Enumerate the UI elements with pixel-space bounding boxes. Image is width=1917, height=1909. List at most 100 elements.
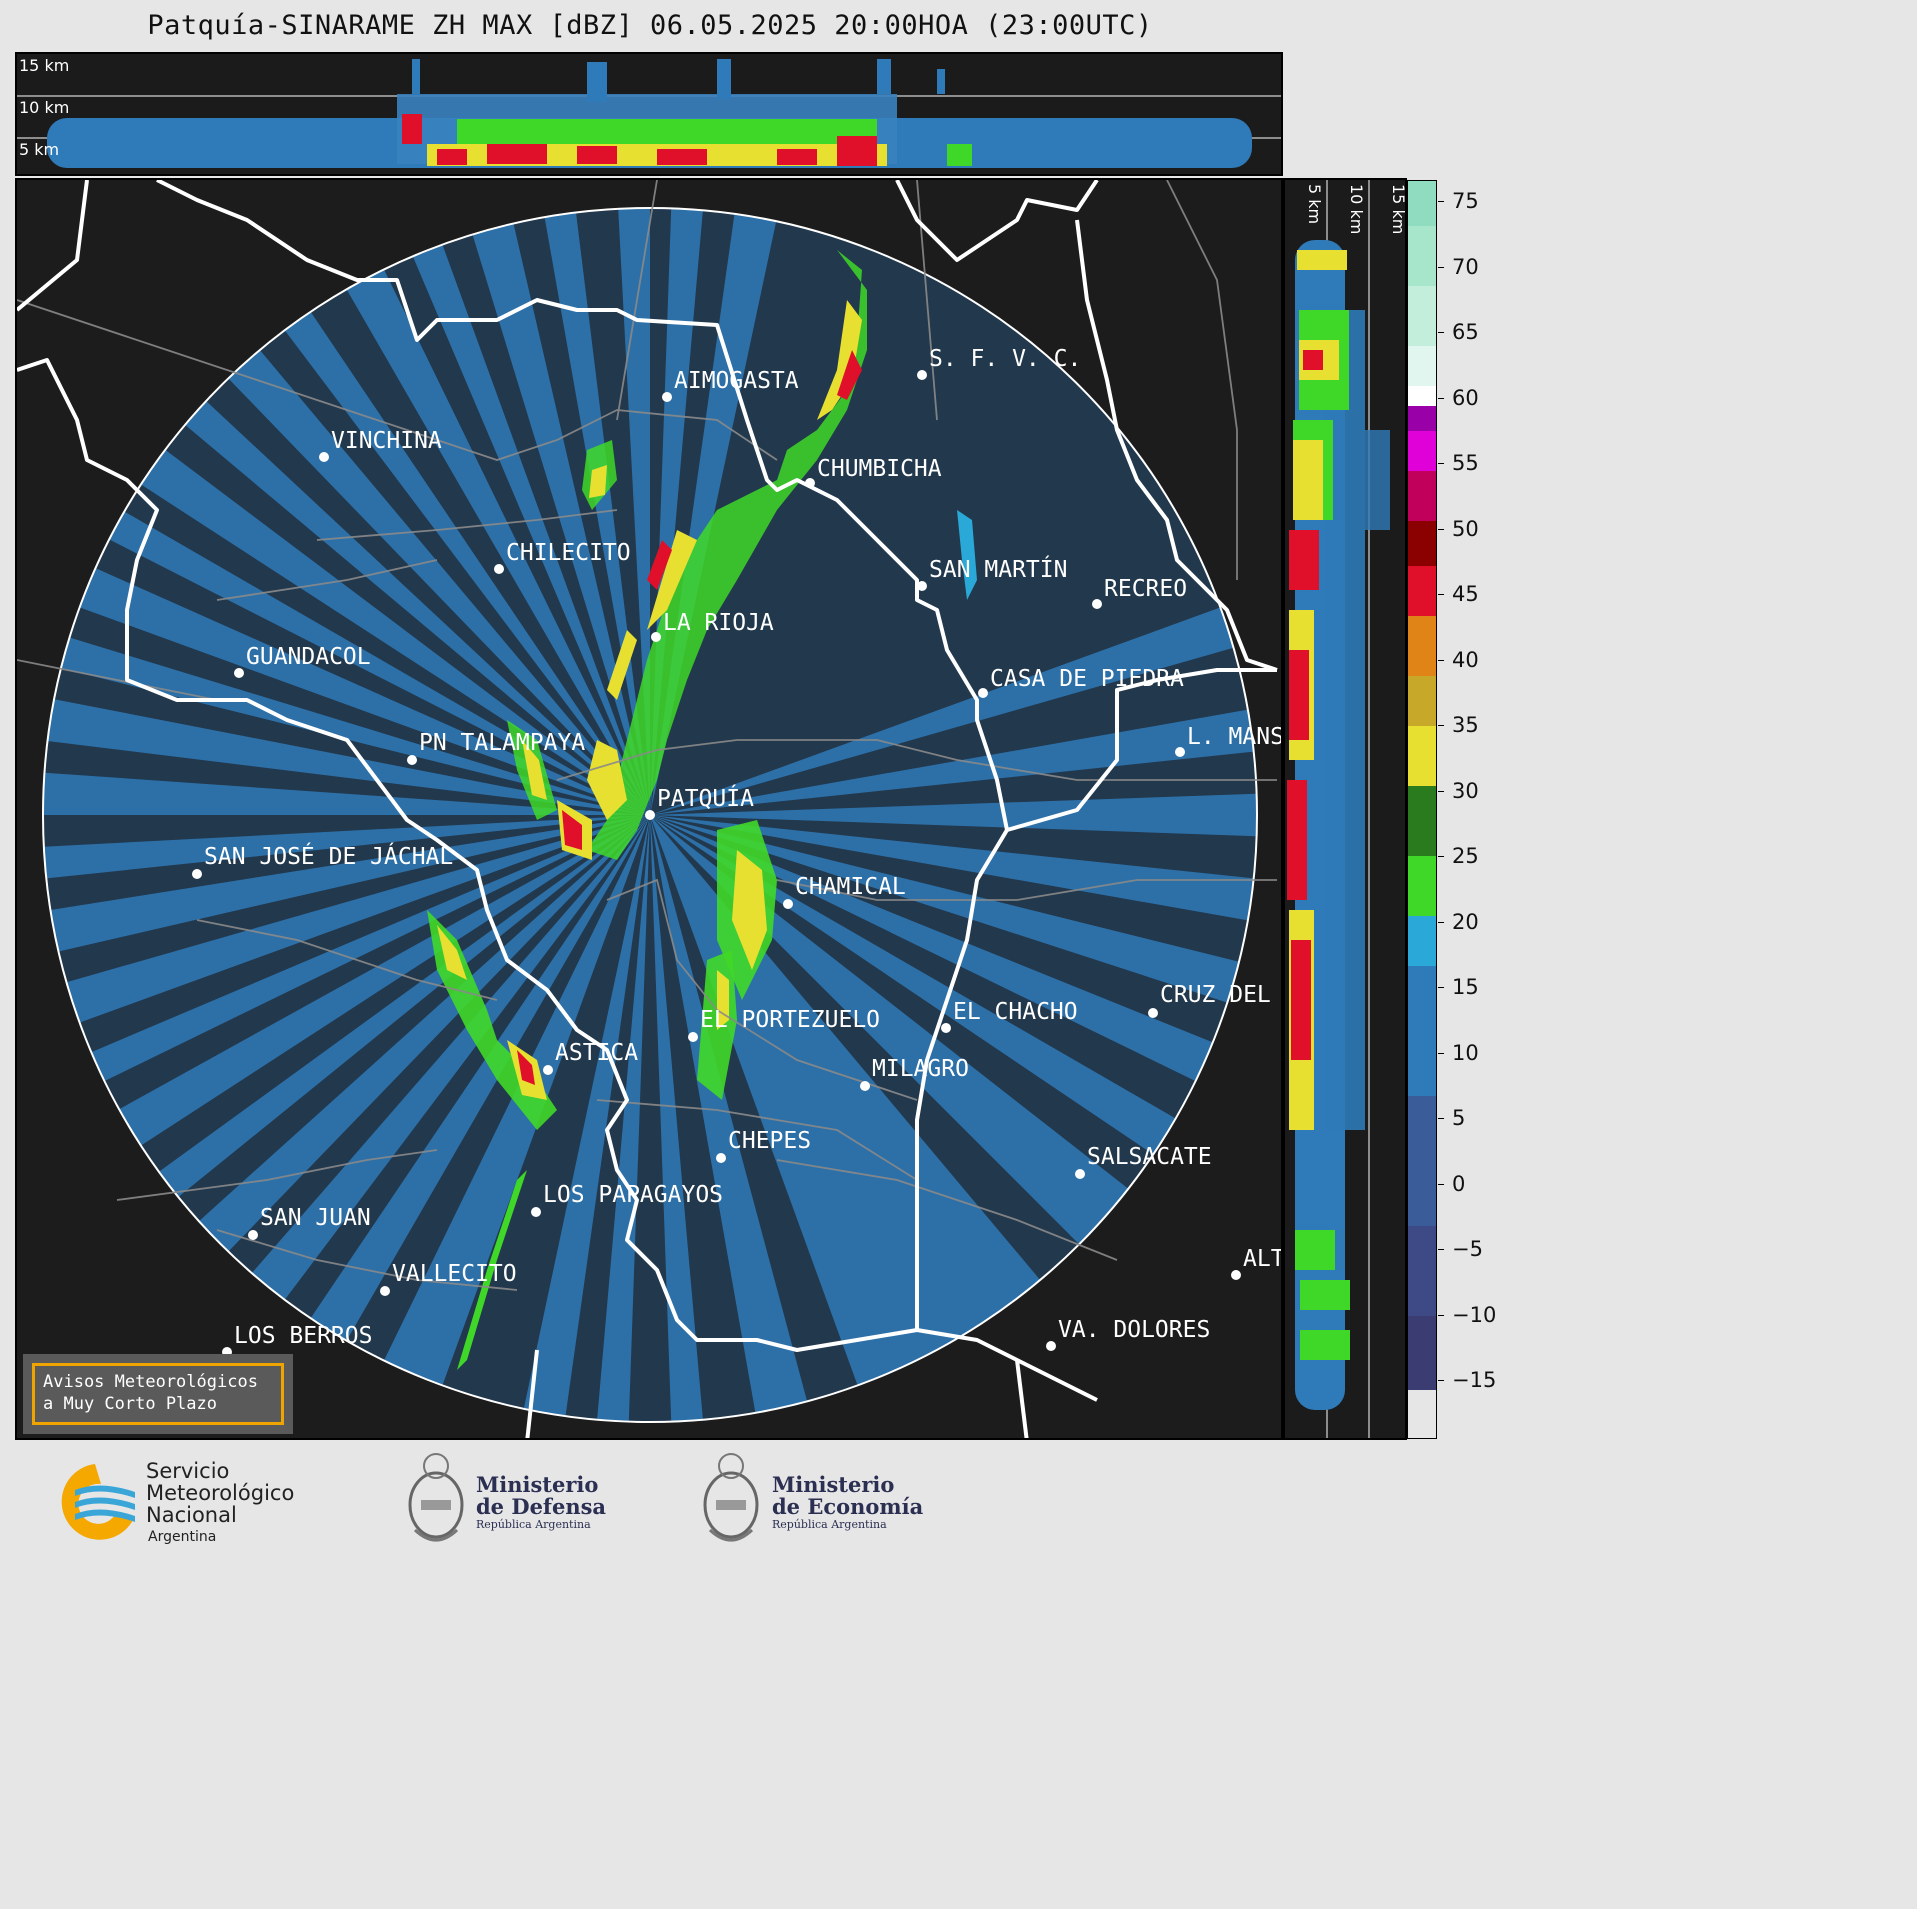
city-label: ALT (1243, 1246, 1283, 1272)
city-dot (380, 1286, 390, 1296)
colorbar-tick-label: 10 (1452, 1040, 1479, 1065)
city-label: VA. DOLORES (1058, 1317, 1211, 1343)
city-dot (662, 392, 672, 402)
radar-beam-sector (650, 607, 1234, 815)
height-profile-echoes (17, 59, 1281, 168)
colorbar-tick-mark (1438, 1249, 1444, 1250)
city-dot (917, 370, 927, 380)
storm-cells (427, 250, 977, 1370)
radar-echo-layer (17, 180, 1278, 1438)
city-dot (234, 668, 244, 678)
radar-beam-sector (284, 311, 650, 815)
city-dot (1092, 599, 1102, 609)
city-dot (494, 564, 504, 574)
north-south-height-panel: 15 km 10 km 5 km (15, 52, 1283, 176)
city-label: CHEPES (728, 1128, 812, 1154)
radar-beam-sector (650, 815, 703, 1422)
city-label: PN TALAMPAYA (419, 730, 586, 756)
argentina-coat-of-arms-icon (408, 1453, 464, 1542)
city-label: GUANDACOL (246, 644, 371, 670)
radar-beam-sector (650, 815, 1176, 1155)
city-dot (1175, 747, 1185, 757)
city-label: VALLECITO (392, 1261, 517, 1287)
radar-beam-sector (310, 815, 650, 1341)
radar-map: AIMOGASTA S. F. V. C. VINCHINA CHUMBICHA… (15, 178, 1283, 1440)
city-label: AIMOGASTA (674, 368, 799, 394)
colorbar-tick-label: 70 (1452, 254, 1479, 279)
city-dot (319, 452, 329, 462)
radar-beam-sector (119, 815, 651, 1146)
smn-line-1: Servicio (146, 1459, 230, 1483)
radar-beam-sector (91, 815, 651, 1082)
city-dot (860, 1081, 870, 1091)
city-label: SAN MARTÍN (929, 557, 1068, 583)
city-label: CHILECITO (506, 540, 631, 566)
city-dot (1148, 1008, 1158, 1018)
colorbar-tick-mark (1438, 1314, 1444, 1316)
city-label: LA RIOJA (663, 610, 774, 636)
radar-beam-sector (523, 815, 650, 1417)
radar-beam-sector (61, 637, 650, 815)
radar-beam-sector (140, 449, 650, 815)
side-label-5km: 5 km (1305, 184, 1324, 225)
city-label: CHAMICAL (795, 874, 906, 900)
colorbar-tick-mark (1438, 659, 1444, 661)
radar-beam-sector (79, 568, 651, 815)
radar-beam-sector (650, 709, 1254, 815)
radar-beam-sector (158, 815, 650, 1197)
colorbar-tick-label: 20 (1452, 909, 1479, 934)
colorbar-tick-label: 5 (1452, 1106, 1466, 1130)
map-title: Patquía-SINARAME ZH MAX [dBZ] 06.05.2025… (147, 10, 1153, 41)
city-dot (407, 755, 417, 765)
colorbar-tick-mark (1438, 790, 1444, 792)
colorbar-tick-mark (1438, 1118, 1444, 1119)
city-dot (688, 1032, 698, 1042)
city-label: CASA DE PIEDRA (990, 666, 1184, 692)
radar-beam-sector (650, 815, 1254, 921)
city-label: SALSACATE (1087, 1144, 1212, 1170)
colorbar-tick-label: −15 (1452, 1368, 1497, 1392)
radar-beam-sector (597, 815, 650, 1422)
city-label: RECREO (1104, 576, 1188, 602)
radar-beam-sector (650, 815, 1239, 1003)
colorbar-tick-label: 0 (1452, 1171, 1466, 1196)
colorbar-tick-mark (1438, 463, 1444, 464)
colorbar-tick-label: 45 (1452, 582, 1479, 606)
economia-logo (700, 1450, 762, 1554)
smn-line-3: Nacional (146, 1503, 237, 1527)
smn-line-2: Meteorológico (146, 1481, 295, 1505)
city-label: S. F. V. C. (929, 346, 1082, 372)
colorbar-tick-mark (1438, 921, 1444, 923)
city-label: ASTICA (555, 1040, 639, 1066)
city-label: CHUMBICHA (817, 456, 942, 482)
city-dot (651, 632, 661, 642)
city-label: LOS BERROS (234, 1323, 373, 1349)
colorbar-tick-label: 30 (1452, 778, 1479, 803)
city-dot (531, 1207, 541, 1217)
colorbar-tick-label: 50 (1452, 516, 1479, 541)
city-label: VINCHINA (331, 428, 442, 454)
city-label: SAN JUAN (260, 1205, 371, 1231)
radar-beam-sector (650, 793, 1257, 837)
economia-line-2: de Economía (772, 1494, 924, 1519)
dbz-colorbar (1407, 180, 1437, 1439)
height-label-5km: 5 km (19, 140, 60, 159)
colorbar-tick-mark (1438, 856, 1444, 857)
radar-beam-sector (198, 815, 650, 1252)
argentina-coat-of-arms-icon (703, 1453, 759, 1542)
city-label: PATQUÍA (657, 786, 754, 812)
city-dot (222, 1347, 232, 1357)
colorbar-tick-label: 40 (1452, 647, 1479, 672)
colorbar-tick-label: 65 (1452, 320, 1479, 344)
colorbar-tick-mark (1438, 201, 1444, 202)
colorbar-tick-mark (1438, 1183, 1444, 1185)
radar-beam-sector (650, 815, 1213, 1082)
colorbar-tick-label: 75 (1452, 189, 1479, 213)
defensa-line-1: Ministerio (476, 1472, 599, 1497)
city-label: EL PORTEZUELO (700, 1007, 881, 1033)
city-dot (941, 1023, 951, 1033)
economia-line-1: Ministerio (772, 1472, 895, 1497)
city-dot (805, 478, 815, 488)
city-dot (917, 581, 927, 591)
colorbar-tick-mark (1438, 594, 1444, 595)
